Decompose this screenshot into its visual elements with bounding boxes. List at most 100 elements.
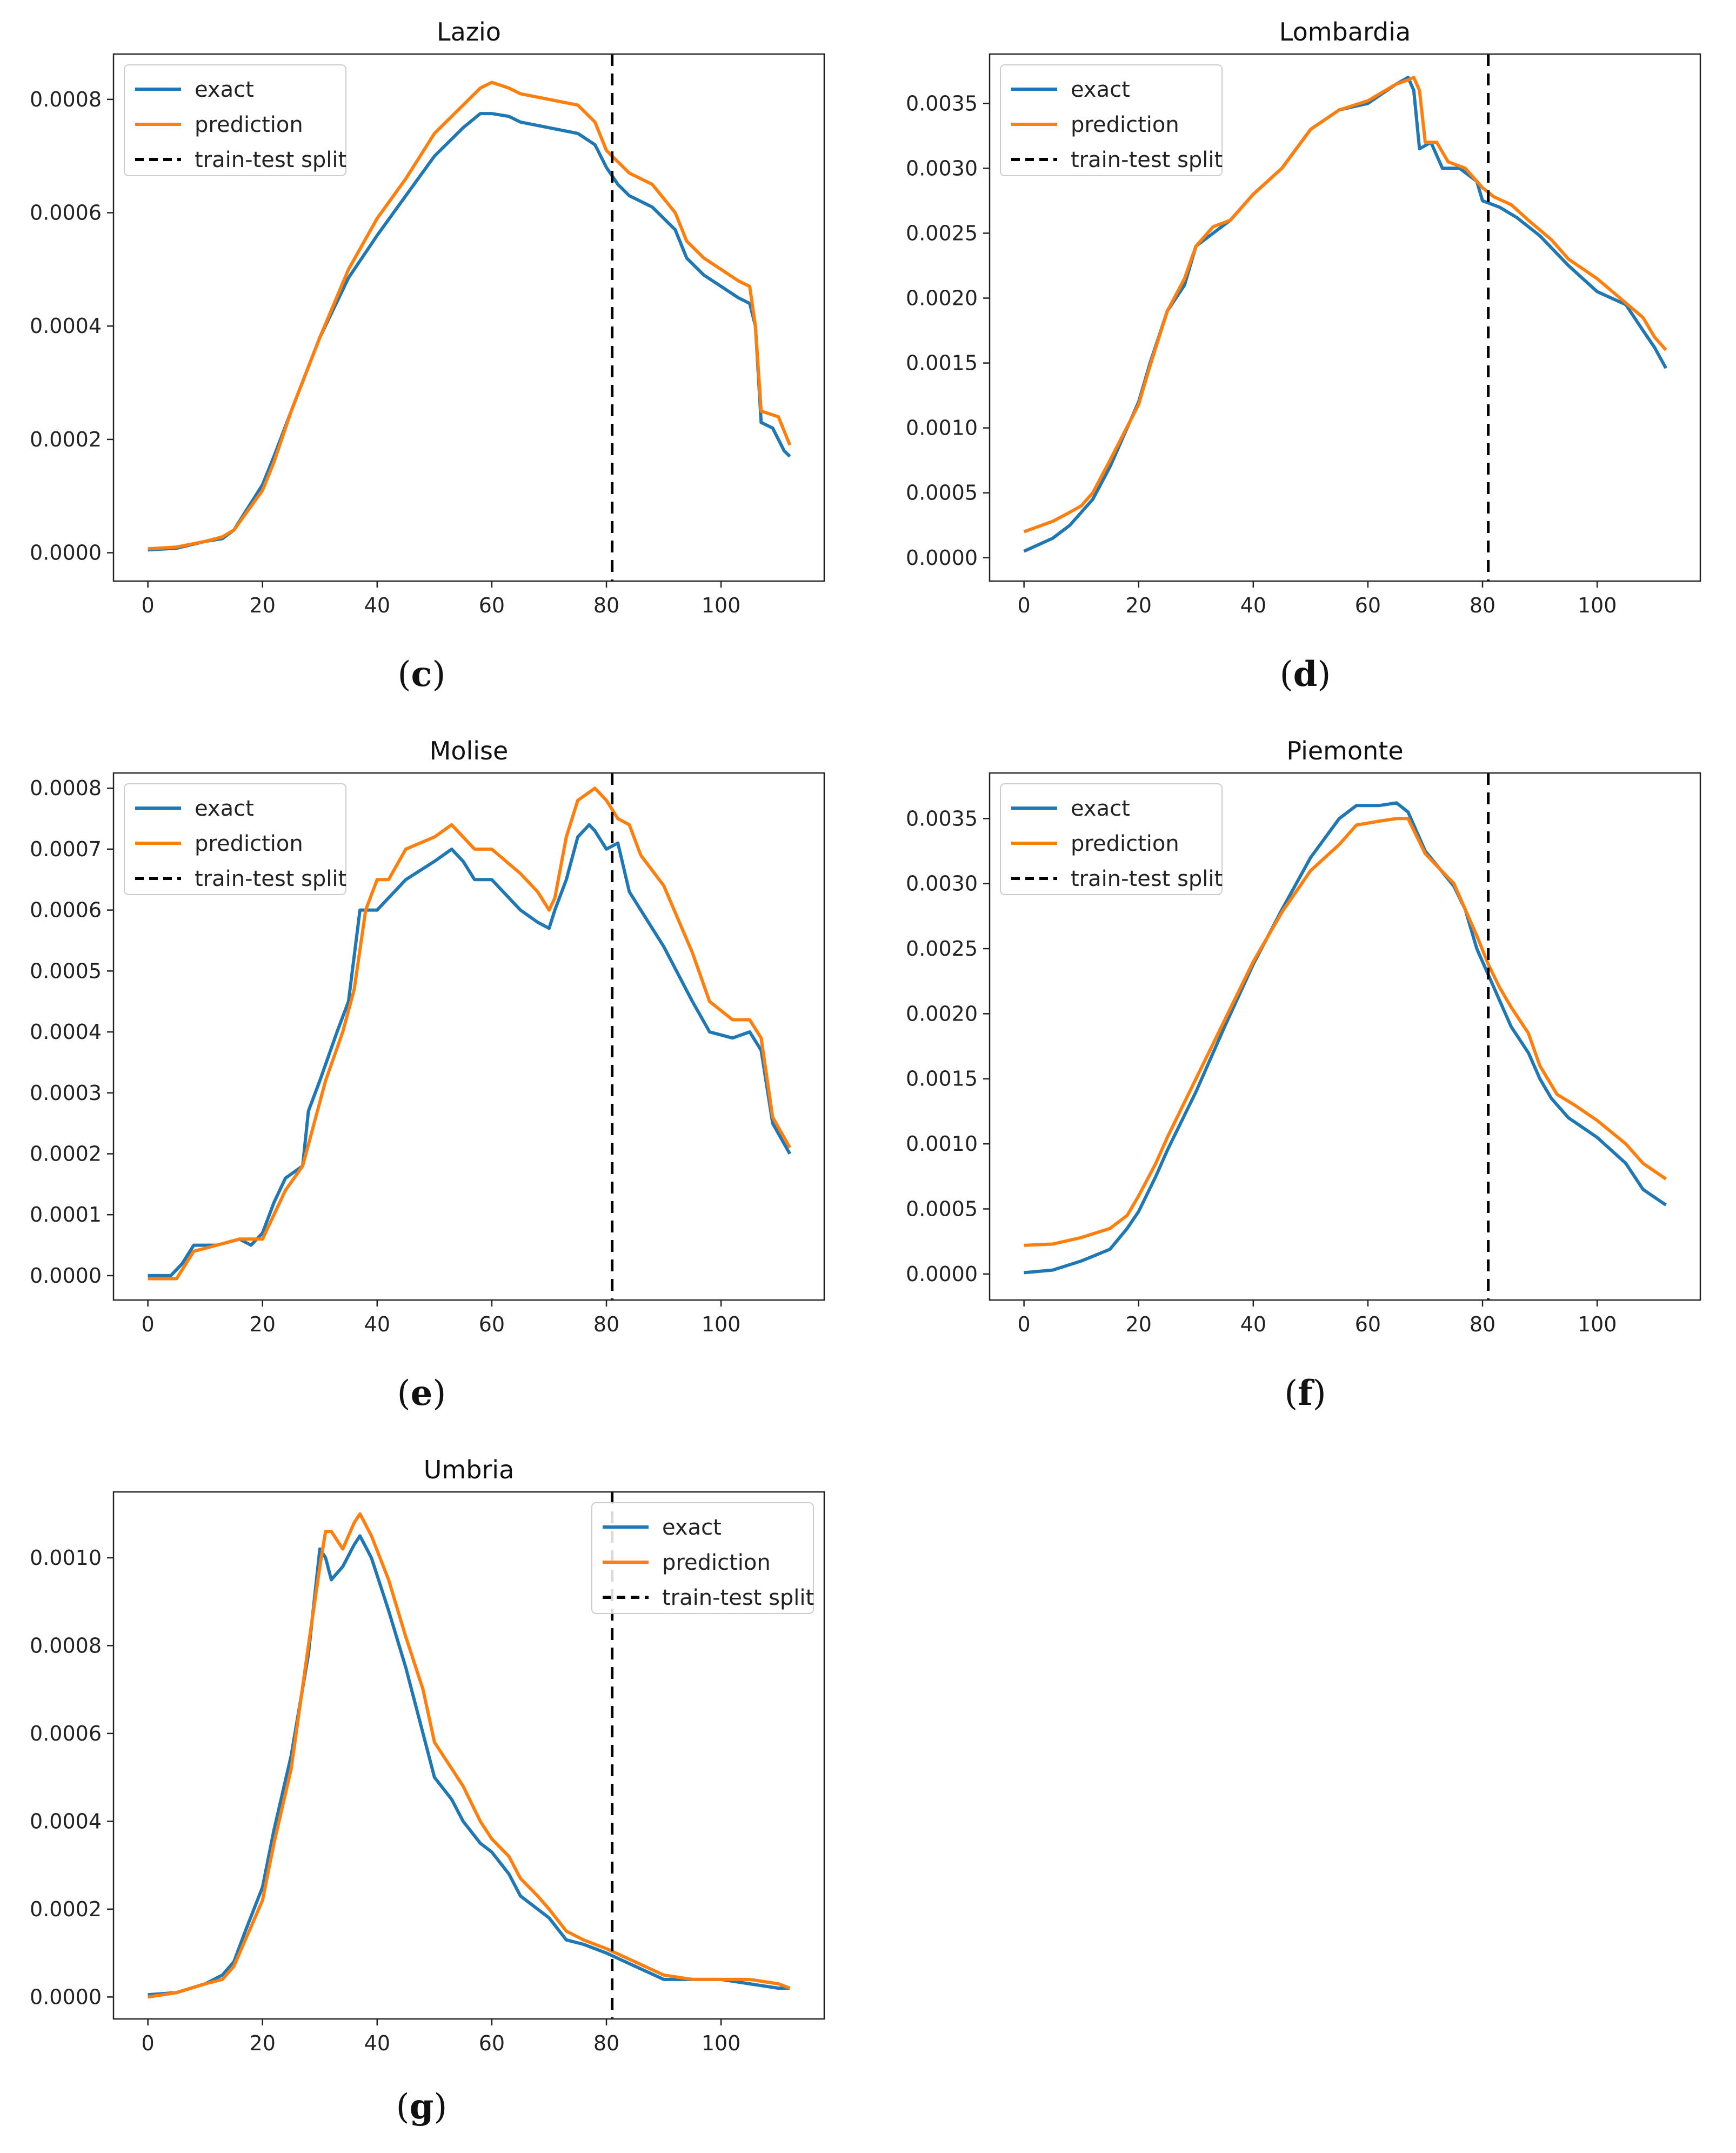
chart-piemonte-legend: exact prediction train-test split — [1000, 783, 1223, 895]
chart-molise-legend: exact prediction train-test split — [124, 783, 346, 895]
chart-lazio-ytick-label: 0.0000 — [30, 541, 102, 565]
chart-lazio-legend-label-2: train-test split — [195, 148, 346, 172]
caption-letter: d — [1293, 654, 1318, 695]
chart-umbria-legend-label-0: exact — [662, 1515, 722, 1540]
chart-umbria-xtick-label: 60 — [479, 2031, 505, 2055]
chart-lombardia-ytick-label: 0.0025 — [906, 221, 978, 245]
chart-molise-xtick-label: 60 — [479, 1312, 505, 1336]
caption-letter: f — [1298, 1373, 1313, 1414]
chart-umbria-xtick-label: 0 — [142, 2031, 155, 2055]
chart-lombardia-ytick-label: 0.0000 — [906, 546, 978, 570]
chart-panel-umbria: Umbria 0 20 40 60 80 100 0.0000 0.0002 0.0004 0.00… — [30, 1455, 825, 2055]
chart-lombardia-xtick-label: 40 — [1240, 594, 1266, 617]
chart-umbria-xtick-label: 40 — [364, 2031, 390, 2055]
chart-panel-lazio: Lazio 0 20 40 60 80 100 0.0000 0.0002 0.0004 0.000… — [30, 17, 825, 617]
chart-umbria-ytick-label: 0.0000 — [30, 1985, 102, 2009]
chart-molise-line-exact — [148, 823, 792, 1277]
chart-umbria-legend-label-1: prediction — [662, 1550, 771, 1575]
chart-molise-ytick-label: 0.0005 — [30, 959, 102, 983]
chart-piemonte-legend-label-2: train-test split — [1071, 866, 1223, 891]
chart-molise-xtick-label: 80 — [593, 1312, 619, 1336]
chart-lombardia-ytick-label: 0.0010 — [906, 416, 978, 440]
chart-lombardia-ytick-label: 0.0035 — [906, 91, 978, 115]
chart-piemonte-xtick-label: 0 — [1018, 1312, 1031, 1336]
chart-lazio-ytick-label: 0.0006 — [30, 201, 102, 225]
chart-lombardia-legend-label-0: exact — [1071, 77, 1130, 102]
chart-lazio-ytick-label: 0.0008 — [30, 88, 102, 111]
chart-molise-legend-label-2: train-test split — [195, 866, 346, 891]
chart-lombardia-xtick-label: 80 — [1470, 594, 1495, 617]
chart-panel-lombardia: Lombardia 0 20 40 60 80 100 0.0000 0.0005 0.0010 0… — [906, 17, 1701, 617]
chart-molise-ytick-label: 0.0000 — [30, 1264, 102, 1288]
chart-lombardia-ytick-label: 0.0020 — [906, 286, 978, 310]
chart-lombardia-xtick-label: 20 — [1126, 594, 1152, 617]
chart-piemonte-xtick-label: 40 — [1240, 1312, 1266, 1336]
chart-umbria-line-exact — [148, 1534, 790, 1997]
chart-molise-legend-label-1: prediction — [195, 831, 303, 856]
chart-piemonte-ytick-label: 0.0010 — [906, 1132, 978, 1156]
chart-piemonte-ytick-label: 0.0025 — [906, 937, 978, 961]
chart-molise-ytick-label: 0.0008 — [30, 776, 102, 800]
chart-piemonte-ytick-label: 0.0035 — [906, 806, 978, 830]
chart-piemonte-xtick-label: 60 — [1355, 1312, 1381, 1336]
chart-molise-legend-box — [124, 783, 346, 895]
chart-lazio-xtick-label: 0 — [142, 594, 155, 617]
chart-lombardia-legend-label-1: prediction — [1071, 112, 1179, 137]
chart-lombardia-xtick-label: 100 — [1578, 594, 1617, 617]
chart-molise-ytick-label: 0.0007 — [30, 837, 102, 861]
chart-lombardia-xtick-label: 60 — [1355, 594, 1381, 617]
chart-lombardia-axes-frame — [989, 53, 1701, 582]
chart-molise-ytick-label: 0.0004 — [30, 1020, 102, 1044]
chart-umbria-legend-label-2: train-test split — [662, 1585, 814, 1610]
caption-c: (c) — [397, 654, 446, 695]
chart-umbria-ytick-label: 0.0006 — [30, 1722, 102, 1745]
chart-umbria-line-prediction — [148, 1512, 791, 1999]
chart-umbria-ytick-label: 0.0002 — [30, 1897, 102, 1921]
chart-umbria-xtick-label: 80 — [593, 2031, 619, 2055]
chart-lazio-xtick-label: 100 — [702, 594, 741, 617]
chart-lazio-legend: exact prediction train-test split — [124, 64, 346, 176]
chart-umbria-xtick-label: 100 — [702, 2031, 741, 2055]
chart-molise-legend-label-0: exact — [195, 796, 254, 821]
caption-e: (e) — [397, 1373, 446, 1414]
caption-letter: g — [409, 2087, 434, 2127]
chart-molise-xtick-label: 20 — [250, 1312, 276, 1336]
chart-umbria-ytick-label: 0.0008 — [30, 1634, 102, 1657]
chart-piemonte-xtick-label: 80 — [1470, 1312, 1495, 1336]
chart-lazio-line-prediction — [148, 81, 792, 551]
chart-umbria-xtick-label: 20 — [250, 2031, 276, 2055]
chart-lazio-legend-label-0: exact — [195, 77, 254, 102]
chart-umbria-axes-frame — [112, 1491, 825, 2020]
chart-panel-piemonte: Piemonte 0 20 40 60 80 100 0.0000 0.0005 0.0010 0.… — [906, 736, 1701, 1336]
chart-piemonte-xtick-label: 20 — [1126, 1312, 1152, 1336]
chart-umbria-ytick-label: 0.0010 — [30, 1546, 102, 1570]
chart-lombardia-ytick-label: 0.0015 — [906, 351, 978, 375]
chart-piemonte-title: Piemonte — [1286, 736, 1403, 765]
chart-piemonte-line-prediction — [1024, 817, 1667, 1247]
chart-piemonte-ytick-label: 0.0015 — [906, 1067, 978, 1091]
chart-piemonte-xtick-label: 100 — [1578, 1312, 1617, 1336]
caption-letter: c — [411, 654, 432, 695]
caption-d: (d) — [1279, 654, 1331, 695]
chart-lazio-xtick-label: 40 — [364, 594, 390, 617]
chart-molise-xtick-label: 100 — [702, 1312, 741, 1336]
chart-lazio-title: Lazio — [437, 17, 501, 46]
chart-panel-molise: Molise 0 20 40 60 80 100 0.0000 0.0001 0.0002 0.00… — [30, 736, 825, 1336]
chart-umbria-title: Umbria — [424, 1455, 515, 1484]
chart-piemonte-ytick-label: 0.0020 — [906, 1002, 978, 1025]
chart-lombardia-legend-box — [1000, 64, 1223, 176]
chart-lazio-legend-box — [124, 64, 346, 176]
chart-molise-ytick-label: 0.0002 — [30, 1142, 102, 1165]
chart-umbria-ytick-label: 0.0004 — [30, 1809, 102, 1833]
chart-lombardia-line-prediction — [1023, 76, 1667, 534]
chart-piemonte-ytick-label: 0.0000 — [906, 1262, 978, 1286]
chart-umbria-legend: exact prediction train-test split — [591, 1502, 814, 1614]
chart-lombardia-ytick-label: 0.0030 — [906, 156, 978, 180]
chart-lazio-xtick-label: 80 — [593, 594, 619, 617]
chart-lombardia-ytick-label: 0.0005 — [906, 481, 978, 505]
chart-lazio-ytick-label: 0.0004 — [30, 314, 102, 338]
chart-piemonte-legend-label-0: exact — [1071, 796, 1130, 821]
chart-lazio-ytick-label: 0.0002 — [30, 428, 102, 451]
chart-lazio-axes-frame — [112, 53, 825, 582]
chart-lazio-xtick-label: 20 — [250, 594, 276, 617]
